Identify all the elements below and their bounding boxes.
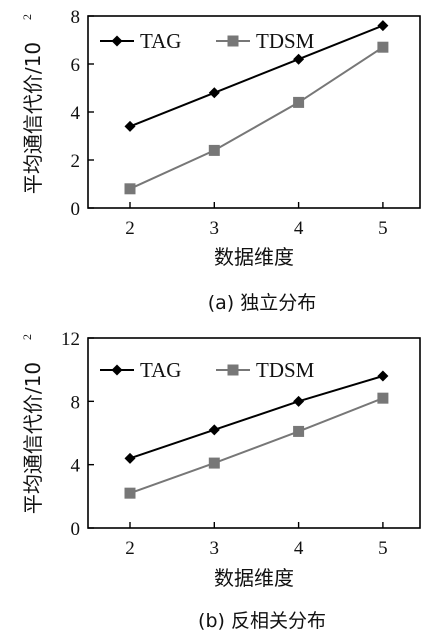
y-tick-label: 8 (71, 392, 81, 413)
data-point-tag (208, 424, 220, 436)
y-tick-label: 0 (71, 199, 81, 220)
y-tick-label: 6 (71, 55, 81, 76)
legend-marker-tdsm (227, 364, 239, 376)
y-tick-label: 2 (71, 151, 81, 172)
legend-marker-tdsm (227, 35, 239, 47)
x-axis-title: 数据维度 (214, 245, 294, 269)
x-tick-label: 4 (294, 538, 304, 559)
y-axis: 0 2 4 6 8 (71, 7, 94, 220)
y-axis: 0 4 8 12 (61, 329, 94, 540)
data-point-tdsm (208, 144, 220, 156)
data-point-tdsm (377, 392, 389, 404)
y-tick-label: 0 (71, 519, 81, 540)
data-point-tdsm (208, 457, 220, 469)
y-axis-exponent: 2 (20, 334, 34, 340)
data-point-tag (377, 20, 389, 32)
x-axis: 2 3 4 5 (125, 202, 388, 239)
y-axis-title: 平均通信代价/10 (21, 362, 45, 514)
data-point-tag (293, 395, 305, 407)
series-group (124, 370, 389, 499)
legend-marker-tag (111, 364, 123, 376)
legend-marker-tag (111, 35, 123, 47)
legend-label-tdsm: TDSM (256, 29, 315, 53)
series-line-tdsm (129, 46, 384, 190)
series-line-tag (129, 375, 384, 460)
x-tick-label: 2 (125, 218, 135, 239)
data-point-tdsm (293, 425, 305, 437)
data-point-tdsm (293, 96, 305, 108)
chart-a: 0 2 4 6 8 2 3 4 5 TAG TDSM 数据维度 平均通信代价/10 2 (a) … (20, 7, 421, 314)
x-axis-title: 数据维度 (214, 566, 294, 590)
y-tick-label: 4 (71, 456, 81, 477)
y-tick-label: 12 (61, 329, 80, 350)
legend-label-tdsm: TDSM (256, 358, 315, 382)
y-axis-title-group: 平均通信代价/10 2 (20, 334, 45, 514)
y-axis-exponent: 2 (20, 14, 34, 20)
x-tick-label: 2 (125, 538, 135, 559)
y-axis-title-group: 平均通信代价/10 2 (20, 14, 45, 194)
chart-b: 0 4 8 12 2 3 4 5 TAG TDSM 数据维度 平均通信代价/10 2 (b) … (20, 329, 421, 632)
y-axis-title: 平均通信代价/10 (21, 42, 45, 194)
data-point-tag (124, 452, 136, 464)
legend: TAG TDSM (100, 358, 315, 382)
data-point-tag (208, 87, 220, 99)
y-tick-label: 8 (71, 7, 81, 28)
caption-b: (b) 反相关分布 (198, 610, 326, 632)
data-point-tag (293, 53, 305, 65)
x-tick-label: 5 (378, 218, 388, 239)
x-tick-label: 4 (294, 218, 304, 239)
x-axis: 2 3 4 5 (125, 522, 388, 559)
data-point-tdsm (124, 183, 136, 195)
x-tick-label: 3 (210, 218, 220, 239)
y-tick-label: 4 (71, 103, 81, 124)
data-point-tag (377, 370, 389, 382)
legend-label-tag: TAG (140, 29, 181, 53)
x-tick-label: 5 (378, 538, 388, 559)
plot-frame (87, 15, 421, 209)
x-tick-label: 3 (210, 538, 220, 559)
caption-a: (a) 独立分布 (208, 292, 317, 314)
series-line-tag (129, 24, 384, 128)
data-point-tdsm (377, 41, 389, 53)
plot-frame (87, 337, 421, 529)
series-group (124, 20, 389, 195)
legend-label-tag: TAG (140, 358, 181, 382)
series-line-tdsm (129, 397, 384, 495)
data-point-tdsm (124, 487, 136, 499)
data-point-tag (124, 120, 136, 132)
legend: TAG TDSM (100, 29, 315, 53)
